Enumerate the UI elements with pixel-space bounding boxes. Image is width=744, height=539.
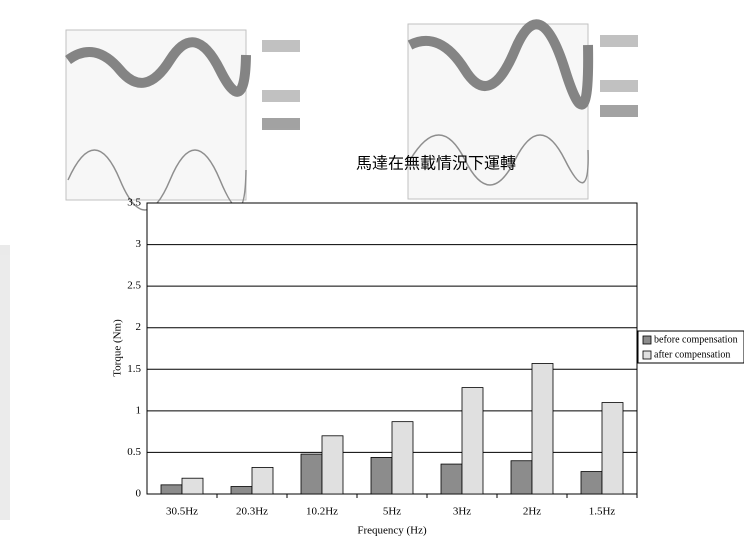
- x-tick-label: 3Hz: [453, 506, 471, 518]
- y-tick-label: 0: [136, 488, 142, 500]
- y-tick-label: 2.5: [127, 280, 141, 292]
- bar: [441, 464, 462, 494]
- y-tick-label: 1: [136, 404, 142, 416]
- bar: [602, 403, 623, 494]
- legend-label: before compensation: [654, 334, 738, 345]
- x-tick-label: 2Hz: [523, 506, 541, 518]
- bar: [511, 461, 532, 494]
- bar: [301, 454, 322, 494]
- bar: [371, 457, 392, 494]
- chart-title: 馬達在無載情況下運轉: [356, 155, 516, 173]
- x-tick-label: 10.2Hz: [306, 506, 338, 518]
- x-tick-label: 5Hz: [383, 506, 401, 518]
- bar: [392, 422, 413, 494]
- bar: [581, 472, 602, 494]
- bar: [322, 436, 343, 494]
- chart: 馬達在無載情況下運轉 Torque (Nm) Frequency (Hz) 0 0…: [0, 0, 744, 539]
- x-tick-label: 20.3Hz: [236, 506, 268, 518]
- x-tick-label: 30.5Hz: [166, 506, 198, 518]
- legend-swatch: [643, 336, 651, 344]
- y-axis-label: Torque (Nm): [112, 319, 124, 377]
- x-tick-label: 1.5Hz: [589, 506, 616, 518]
- bar: [182, 478, 203, 494]
- bar: [161, 485, 182, 494]
- bar: [532, 363, 553, 494]
- y-tick-label: 2: [136, 321, 142, 333]
- y-tick-label: 3: [136, 238, 142, 250]
- x-axis-label: Frequency (Hz): [357, 525, 427, 537]
- y-tick-label: 0.5: [127, 446, 141, 458]
- legend-label: after compensation: [654, 349, 730, 360]
- y-tick-label: 3.5: [127, 197, 141, 209]
- legend-swatch: [643, 351, 651, 359]
- bar: [462, 388, 483, 494]
- y-tick-label: 1.5: [127, 363, 141, 375]
- bar: [252, 467, 273, 494]
- bar: [231, 487, 252, 494]
